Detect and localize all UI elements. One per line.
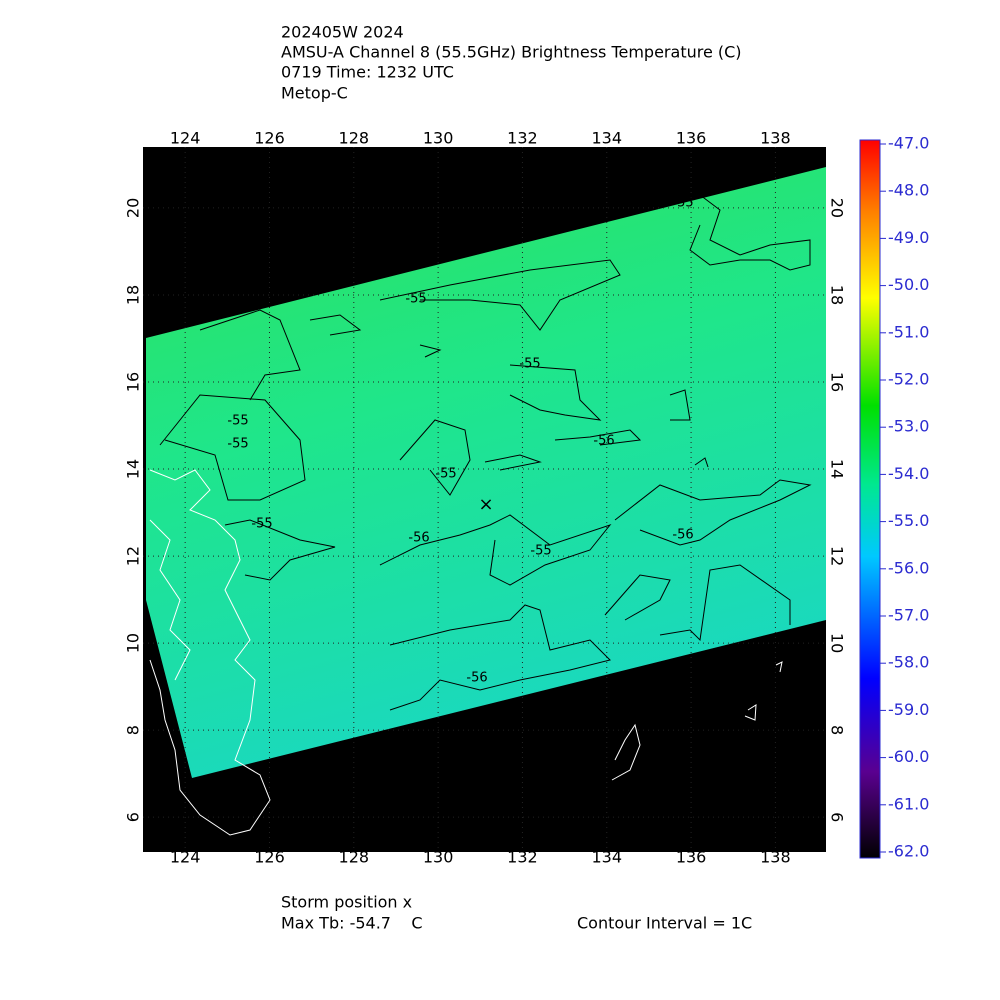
contour-label: -55	[519, 357, 540, 372]
lon-label-top: 126	[254, 129, 285, 148]
lon-label-bottom: 130	[423, 848, 454, 867]
colorbar-label: -55.0	[888, 511, 929, 530]
storm-note: Storm position x	[281, 893, 412, 912]
colorbar-label: -49.0	[888, 228, 929, 247]
lat-label-right: 10	[828, 633, 847, 653]
contour-label: -55	[227, 437, 248, 452]
lat-label-right: 14	[828, 459, 847, 479]
map-ticks: 1241241261261281281301301321321341341361…	[124, 129, 847, 867]
colorbar-label: -62.0	[888, 842, 929, 861]
lon-label-bottom: 128	[339, 848, 370, 867]
colorbar-label: -58.0	[888, 653, 929, 672]
max-tb: Max Tb: -54.7 C	[281, 914, 422, 933]
colorbar-label: -56.0	[888, 558, 929, 577]
lon-label-bottom: 138	[760, 848, 791, 867]
contour-label: -55	[530, 544, 551, 559]
lon-label-top: 124	[170, 129, 201, 148]
lon-label-bottom: 136	[676, 848, 707, 867]
contour-label: -55	[251, 517, 272, 532]
colorbar-label: -50.0	[888, 275, 929, 294]
title-line: 202405W 2024	[281, 23, 404, 42]
lon-label-bottom: 132	[507, 848, 538, 867]
contour-label: -55	[672, 196, 693, 211]
contour-label: -56	[408, 531, 429, 546]
colorbar-label: -61.0	[888, 794, 929, 813]
contour-label: -56	[672, 528, 693, 543]
lon-label-bottom: 124	[170, 848, 201, 867]
lat-label-right: 8	[828, 725, 847, 735]
lon-label-bottom: 126	[254, 848, 285, 867]
lat-label-left: 6	[124, 812, 143, 822]
lat-label-right: 18	[828, 285, 847, 305]
contour-interval: Contour Interval = 1C	[577, 914, 752, 933]
colorbar-label: -60.0	[888, 747, 929, 766]
contour-label: -56	[466, 671, 487, 686]
contour-label: -55	[227, 414, 248, 429]
lat-label-right: 16	[828, 372, 847, 392]
colorbar-label: -53.0	[888, 417, 929, 436]
lon-label-top: 132	[507, 129, 538, 148]
lon-label-bottom: 134	[591, 848, 622, 867]
lat-label-right: 6	[828, 812, 847, 822]
coastline	[149, 469, 783, 836]
colorbar-label: -59.0	[888, 700, 929, 719]
lon-label-top: 138	[760, 129, 791, 148]
colorbar-ticks: -47.0 -48.0 -49.0 -50.0 -51.0 -52.0 -53.0 -54.0…	[880, 134, 929, 861]
contour-label: -55	[405, 292, 426, 307]
footer: Storm position x Max Tb: -54.7 C Contour…	[281, 893, 752, 933]
contour-label: -56	[593, 434, 614, 449]
colorbar-label: -47.0	[888, 134, 929, 153]
colorbar-label: -52.0	[888, 370, 929, 389]
contour-labels: -55 -55 -55 -55 -55 -55 -55 -56 -56 -55 -56 -56	[227, 196, 693, 686]
storm-marker: ×	[478, 494, 493, 515]
lat-label-left: 10	[124, 633, 143, 653]
contour-label: -55	[435, 467, 456, 482]
lat-label-left: 20	[124, 198, 143, 218]
title-line: 0719 Time: 1232 UTC	[281, 63, 454, 82]
lat-label-left: 12	[124, 546, 143, 566]
title-line: AMSU-A Channel 8 (55.5GHz) Brightness Te…	[281, 43, 742, 62]
title-line: Metop-C	[281, 84, 348, 103]
contours	[159, 194, 812, 711]
lat-label-right: 12	[828, 546, 847, 566]
colorbar-label: -54.0	[888, 464, 929, 483]
lon-label-top: 136	[676, 129, 707, 148]
lat-label-left: 14	[124, 459, 143, 479]
colorbar	[859, 139, 881, 859]
header: 202405W 2024 AMSU-A Channel 8 (55.5GHz) …	[281, 23, 742, 103]
swath	[146, 167, 826, 778]
lat-label-left: 16	[124, 372, 143, 392]
lat-label-left: 8	[124, 725, 143, 735]
lon-label-top: 130	[423, 129, 454, 148]
lat-label-left: 18	[124, 285, 143, 305]
lon-label-top: 134	[591, 129, 622, 148]
colorbar-label: -48.0	[888, 181, 929, 200]
colorbar-label: -51.0	[888, 322, 929, 341]
lon-label-top: 128	[339, 129, 370, 148]
colorbar-label: -57.0	[888, 606, 929, 625]
lat-label-right: 20	[828, 198, 847, 218]
